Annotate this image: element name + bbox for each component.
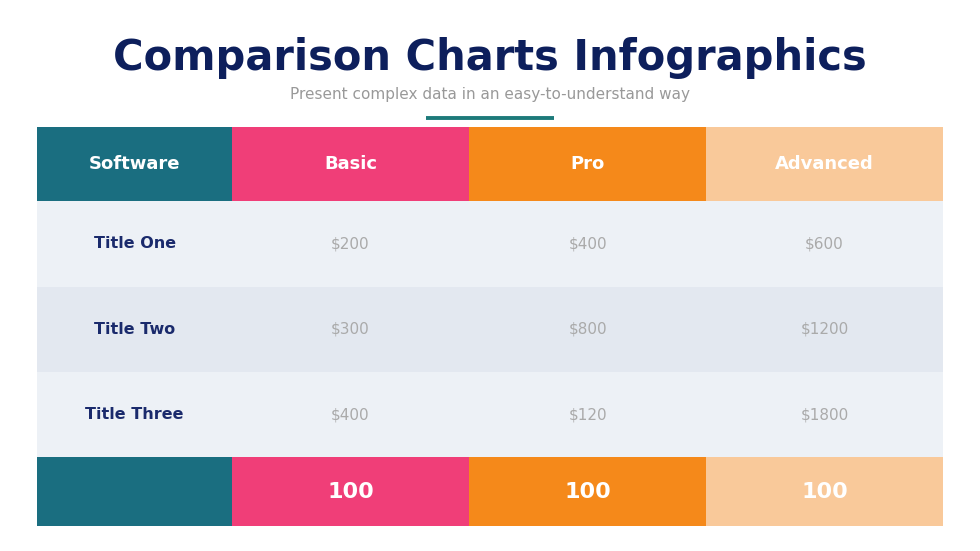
Text: $300: $300 bbox=[331, 322, 369, 337]
Text: $1200: $1200 bbox=[801, 322, 849, 337]
Text: $400: $400 bbox=[568, 236, 607, 251]
Text: $600: $600 bbox=[806, 236, 844, 251]
Text: $400: $400 bbox=[331, 407, 369, 422]
Text: $1800: $1800 bbox=[801, 407, 849, 422]
Text: Title Three: Title Three bbox=[85, 407, 184, 422]
FancyBboxPatch shape bbox=[232, 127, 469, 201]
Text: Pro: Pro bbox=[570, 155, 605, 173]
Text: $800: $800 bbox=[568, 322, 607, 337]
FancyBboxPatch shape bbox=[37, 457, 232, 526]
FancyBboxPatch shape bbox=[37, 372, 943, 457]
Text: 100: 100 bbox=[564, 482, 612, 502]
FancyBboxPatch shape bbox=[37, 127, 943, 526]
Text: Present complex data in an easy-to-understand way: Present complex data in an easy-to-under… bbox=[290, 87, 690, 102]
Text: $200: $200 bbox=[331, 236, 369, 251]
FancyBboxPatch shape bbox=[37, 127, 232, 201]
FancyBboxPatch shape bbox=[469, 457, 707, 526]
Text: 100: 100 bbox=[802, 482, 848, 502]
FancyBboxPatch shape bbox=[37, 201, 943, 287]
FancyBboxPatch shape bbox=[37, 287, 943, 372]
Text: Comparison Charts Infographics: Comparison Charts Infographics bbox=[113, 37, 867, 79]
Text: 100: 100 bbox=[327, 482, 374, 502]
FancyBboxPatch shape bbox=[707, 127, 943, 201]
Text: $120: $120 bbox=[568, 407, 607, 422]
FancyBboxPatch shape bbox=[707, 457, 943, 526]
Text: Basic: Basic bbox=[324, 155, 377, 173]
FancyBboxPatch shape bbox=[232, 457, 469, 526]
Text: Title One: Title One bbox=[93, 236, 175, 251]
Text: Advanced: Advanced bbox=[775, 155, 874, 173]
Text: Title Two: Title Two bbox=[94, 322, 175, 337]
Text: Software: Software bbox=[89, 155, 180, 173]
FancyBboxPatch shape bbox=[469, 127, 707, 201]
